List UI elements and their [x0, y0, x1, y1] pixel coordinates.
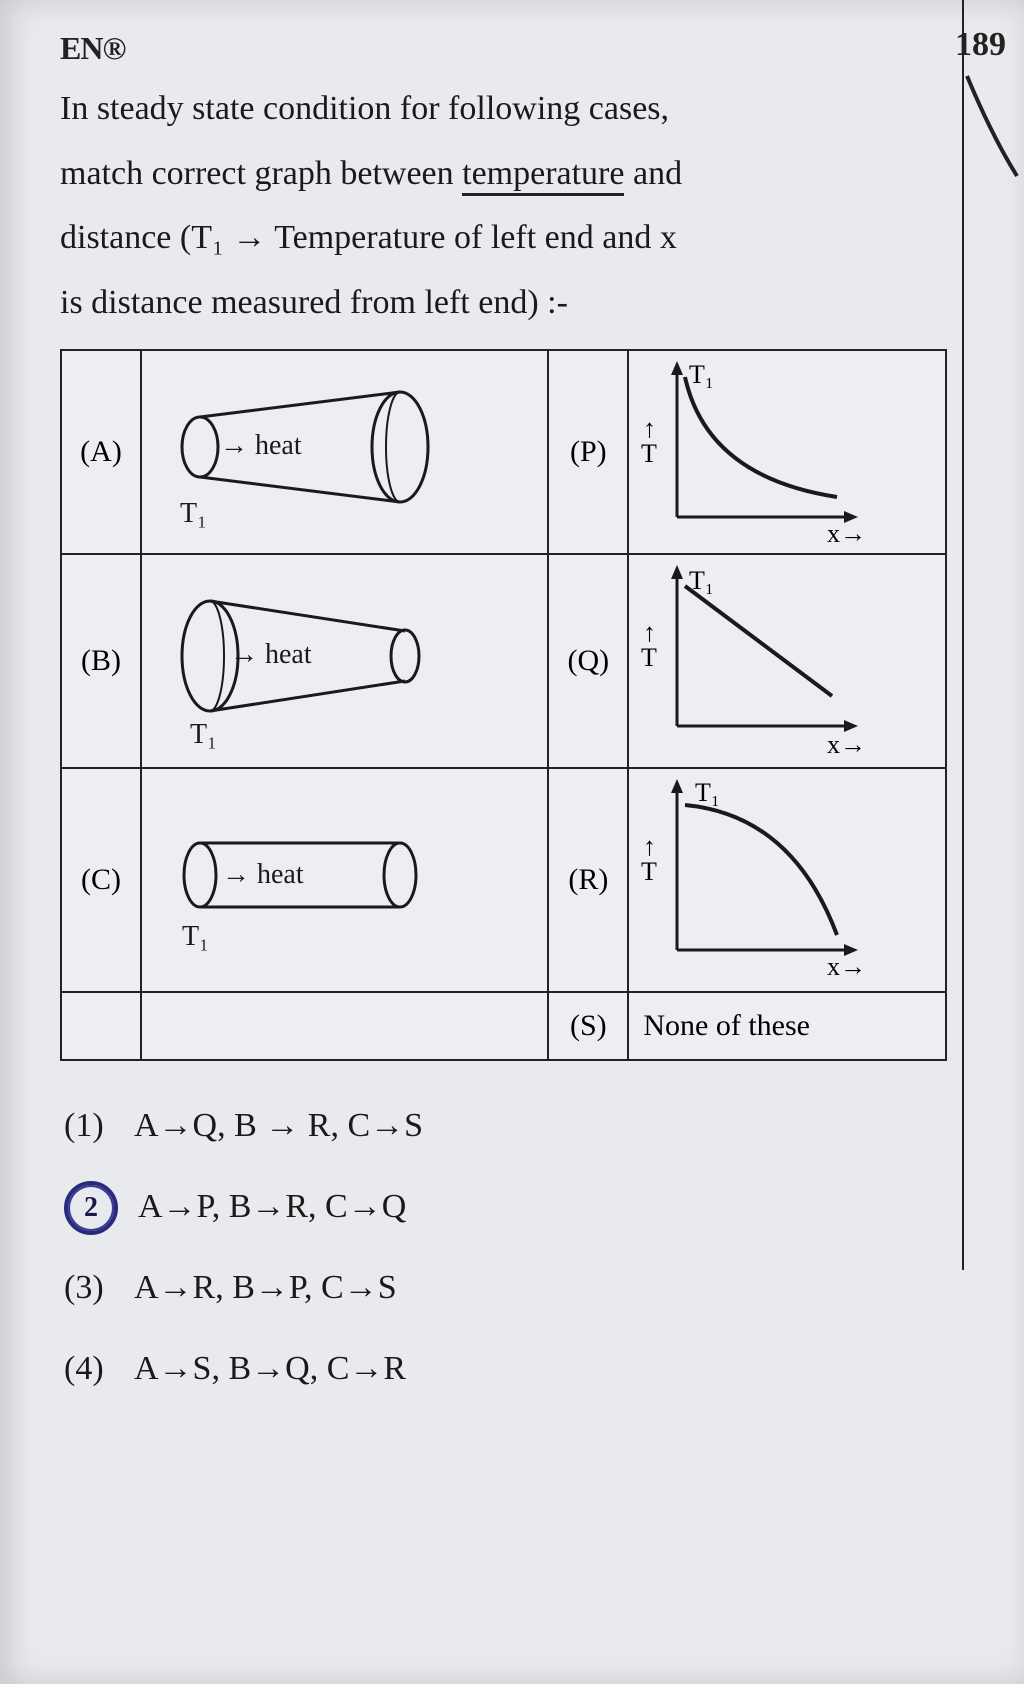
t1-label: T₁ — [182, 921, 209, 952]
cell-q-graph: ↑ T T₁ x→ — [628, 554, 946, 768]
cell-blank — [141, 992, 548, 1060]
question-line-1: In steady state condition for following … — [60, 90, 669, 127]
match-table: (A) → heat T₁ (P) — [60, 349, 947, 1061]
cell-r-label: (R) — [548, 768, 628, 992]
option-text: A→R, B→P, C→S — [134, 1251, 397, 1326]
underlined-word: temperature — [462, 155, 624, 196]
option-1[interactable]: (1) A→Q, B → R, C→S — [64, 1089, 984, 1164]
cell-s-label: (S) — [548, 992, 628, 1060]
cell-c-diagram: → heat T₁ — [141, 768, 548, 992]
question-line-4: is distance measured from left end) :- — [60, 284, 568, 321]
option-4[interactable]: (4) A→S, B→Q, C→R — [64, 1332, 984, 1407]
t1-label: T₁ — [190, 719, 217, 750]
t1-label: T₁ — [689, 360, 714, 389]
graph-concave-decreasing-icon: ↑ T T₁ x→ — [637, 357, 867, 547]
option-num-circled: 2 — [64, 1181, 118, 1235]
option-text: A→P, B→R, C→Q — [138, 1170, 406, 1245]
question-text: In steady state condition for following … — [60, 77, 974, 335]
question-line-2a: match correct graph between — [60, 155, 462, 192]
column-divider — [962, 0, 964, 1270]
cell-p-label: (P) — [548, 350, 628, 554]
axis-x: x→ — [827, 730, 866, 759]
cell-a-label: (A) — [61, 350, 141, 554]
t1-label: T₁ — [180, 498, 207, 529]
option-text: A→Q, B → R, C→S — [134, 1089, 423, 1164]
axis-t-label: T — [641, 439, 657, 468]
diverging-cone-icon: → heat T₁ — [150, 372, 450, 532]
page: EN® 189 In steady state condition for fo… — [0, 0, 1024, 1684]
cell-q-label: (Q) — [548, 554, 628, 768]
graph-linear-decreasing-icon: ↑ T T₁ x→ — [637, 561, 867, 761]
question-number: 189 — [955, 26, 1006, 64]
cell-p-graph: ↑ T T₁ x→ — [628, 350, 946, 554]
cell-blank-label — [61, 992, 141, 1060]
option-num: (1) — [64, 1089, 134, 1164]
cell-r-graph: ↑ T T₁ x→ — [628, 768, 946, 992]
heat-label: → heat — [230, 639, 312, 670]
graph-convex-decreasing-icon: ↑ T T₁ x→ — [637, 775, 867, 985]
heat-label: → heat — [222, 859, 304, 890]
publisher-logo: EN® — [60, 30, 984, 67]
cell-a-diagram: → heat T₁ — [141, 350, 548, 554]
axis-t-label: T — [641, 857, 657, 886]
heat-label: → heat — [220, 430, 302, 461]
option-3[interactable]: (3) A→R, B→P, C→S — [64, 1251, 984, 1326]
option-num: (4) — [64, 1332, 134, 1407]
t1-label: T₁ — [695, 778, 720, 807]
option-num: (3) — [64, 1251, 134, 1326]
question-line-3: distance (T₁ → Temperature of left end a… — [60, 219, 677, 256]
option-2[interactable]: 2 A→P, B→R, C→Q — [64, 1170, 984, 1245]
converging-cone-icon: → heat T₁ — [150, 571, 450, 751]
cell-c-label: (C) — [61, 768, 141, 992]
cell-b-diagram: → heat T₁ — [141, 554, 548, 768]
option-text: A→S, B→Q, C→R — [134, 1332, 406, 1407]
axis-x: x→ — [827, 519, 866, 547]
axis-t-label: T — [641, 643, 657, 672]
cylinder-icon: → heat T₁ — [150, 805, 450, 955]
question-line-2c: and — [624, 155, 682, 192]
answer-options: (1) A→Q, B → R, C→S 2 A→P, B→R, C→Q (3) … — [64, 1089, 984, 1406]
cell-s-text: None of these — [628, 992, 946, 1060]
axis-x: x→ — [827, 952, 866, 981]
cell-b-label: (B) — [61, 554, 141, 768]
